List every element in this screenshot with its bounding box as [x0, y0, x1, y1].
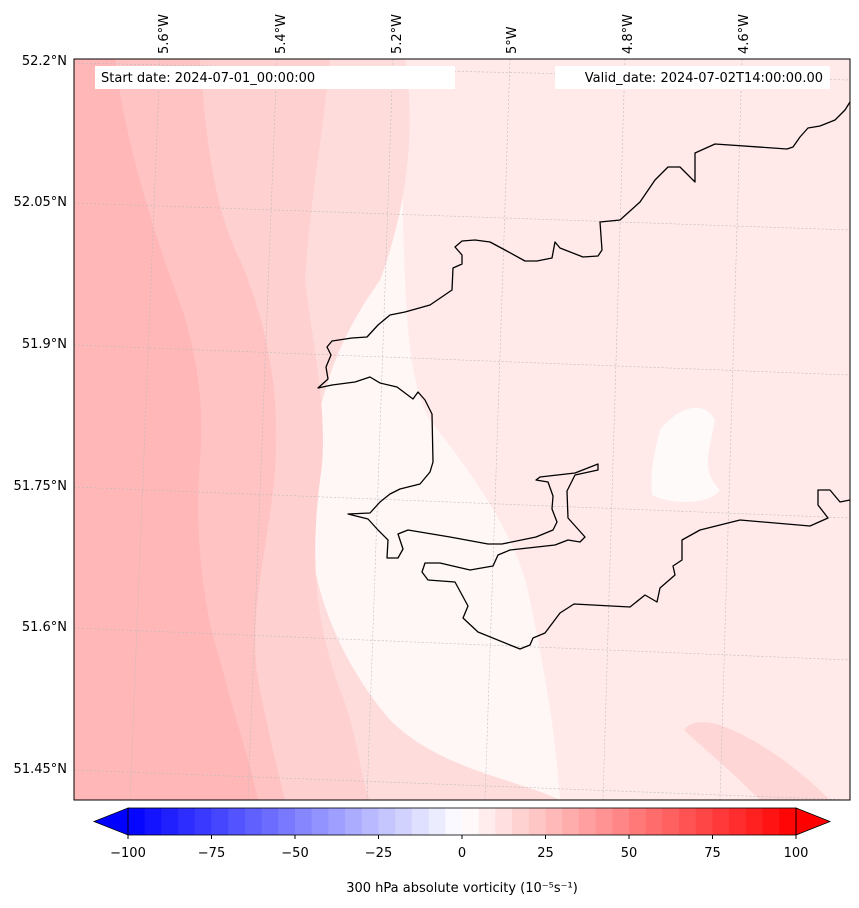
colorbar-tick-label: 100	[784, 846, 809, 861]
colorbar-segment	[528, 808, 546, 835]
colorbar-extend-min	[92, 807, 129, 836]
lon-label-5-2w: 5.2°W	[390, 14, 405, 54]
colorbar-segment	[261, 808, 279, 835]
colorbar-segment	[411, 808, 429, 835]
valid-date-box	[555, 66, 830, 89]
vorticity-fill-level-1	[74, 59, 258, 800]
colorbar-ticks: −100 −75 −50 −25 0 25 50 75 100	[110, 835, 808, 861]
colorbar-segment	[662, 808, 680, 835]
colorbar-segment	[278, 808, 296, 835]
lat-label-52-05n: 52.05°N	[14, 195, 67, 210]
colorbar-segment	[462, 808, 480, 835]
colorbar-segment	[395, 808, 413, 835]
colorbar-tick-label: 50	[621, 846, 638, 861]
graticule	[74, 59, 850, 800]
coastline	[317, 101, 850, 650]
lon-label-5-4w: 5.4°W	[274, 14, 289, 54]
colorbar-segment	[295, 808, 313, 835]
colorbar-segment	[361, 808, 379, 835]
map-frame	[73, 58, 851, 801]
lon-label-4-8w: 4.8°W	[621, 14, 636, 54]
colorbar-tick-label: −25	[365, 846, 392, 861]
vorticity-fill-level-5	[74, 59, 850, 800]
map-panel	[74, 59, 850, 800]
lat-label-52-2n: 52.2°N	[22, 54, 67, 69]
colorbar-segments	[128, 808, 797, 835]
colorbar-segment	[679, 808, 697, 835]
colorbar-tick-label: −75	[198, 846, 225, 861]
colorbar-segment	[478, 808, 496, 835]
colorbar-segment	[211, 808, 229, 835]
colorbar-segment	[228, 808, 246, 835]
colorbar-segment	[712, 808, 730, 835]
colorbar-segment	[545, 808, 563, 835]
colorbar-segment	[495, 808, 513, 835]
colorbar-segment	[445, 808, 463, 835]
colorbar-segment	[612, 808, 630, 835]
colorbar-segment	[562, 808, 580, 835]
colorbar-label: 300 hPa absolute vorticity (10⁻⁵s⁻¹)	[346, 881, 578, 896]
colorbar-extend-max	[795, 807, 832, 836]
colorbar-segment	[378, 808, 396, 835]
start-date-box	[95, 66, 455, 89]
colorbar-segment	[194, 808, 212, 835]
colorbar-segment	[178, 808, 196, 835]
latitude-labels: 52.2°N 52.05°N 51.9°N 51.75°N 51.6°N 51.…	[14, 54, 67, 777]
colorbar-tick-label: −100	[110, 846, 146, 861]
colorbar-segment	[161, 808, 179, 835]
colorbar-segment	[645, 808, 663, 835]
colorbar-segment	[428, 808, 446, 835]
valid-date-text: Valid_date: 2024-07-02T14:00:00.00	[585, 71, 823, 86]
lat-label-51-6n: 51.6°N	[22, 620, 67, 635]
vorticity-fill-light-patch	[651, 407, 720, 502]
colorbar-tick-label: 25	[537, 846, 554, 861]
lon-label-5-6w: 5.6°W	[157, 14, 172, 54]
colorbar-segment	[779, 808, 797, 835]
colorbar-tick-label: 0	[458, 846, 466, 861]
vorticity-fill-level-2b	[684, 722, 830, 800]
colorbar-segment	[729, 808, 747, 835]
colorbar-segment	[328, 808, 346, 835]
colorbar-segment	[244, 808, 262, 835]
colorbar-segment	[695, 808, 713, 835]
colorbar-segment	[345, 808, 363, 835]
colorbar-segment	[144, 808, 162, 835]
colorbar: −100 −75 −50 −25 0 25 50 75 100 300 hPa absolute…	[92, 807, 832, 896]
colorbar-segment	[128, 808, 146, 835]
colorbar-segment	[745, 808, 763, 835]
colorbar-segment	[578, 808, 596, 835]
colorbar-segment	[762, 808, 780, 835]
colorbar-segment	[512, 808, 530, 835]
colorbar-tick-label: −50	[281, 846, 308, 861]
lon-label-5w: 5°W	[505, 26, 520, 54]
colorbar-segment	[595, 808, 613, 835]
start-date-text: Start date: 2024-07-01_00:00:00	[101, 71, 315, 86]
colorbar-segment	[311, 808, 329, 835]
lat-label-51-45n: 51.45°N	[14, 762, 67, 777]
colorbar-segment	[629, 808, 647, 835]
longitude-labels: 5.6°W 5.4°W 5.2°W 5°W 4.8°W 4.6°W	[157, 14, 752, 54]
lat-label-51-75n: 51.75°N	[14, 479, 67, 494]
lon-label-4-6w: 4.6°W	[737, 14, 752, 54]
colorbar-tick-label: 75	[704, 846, 721, 861]
lat-label-51-9n: 51.9°N	[22, 337, 67, 352]
